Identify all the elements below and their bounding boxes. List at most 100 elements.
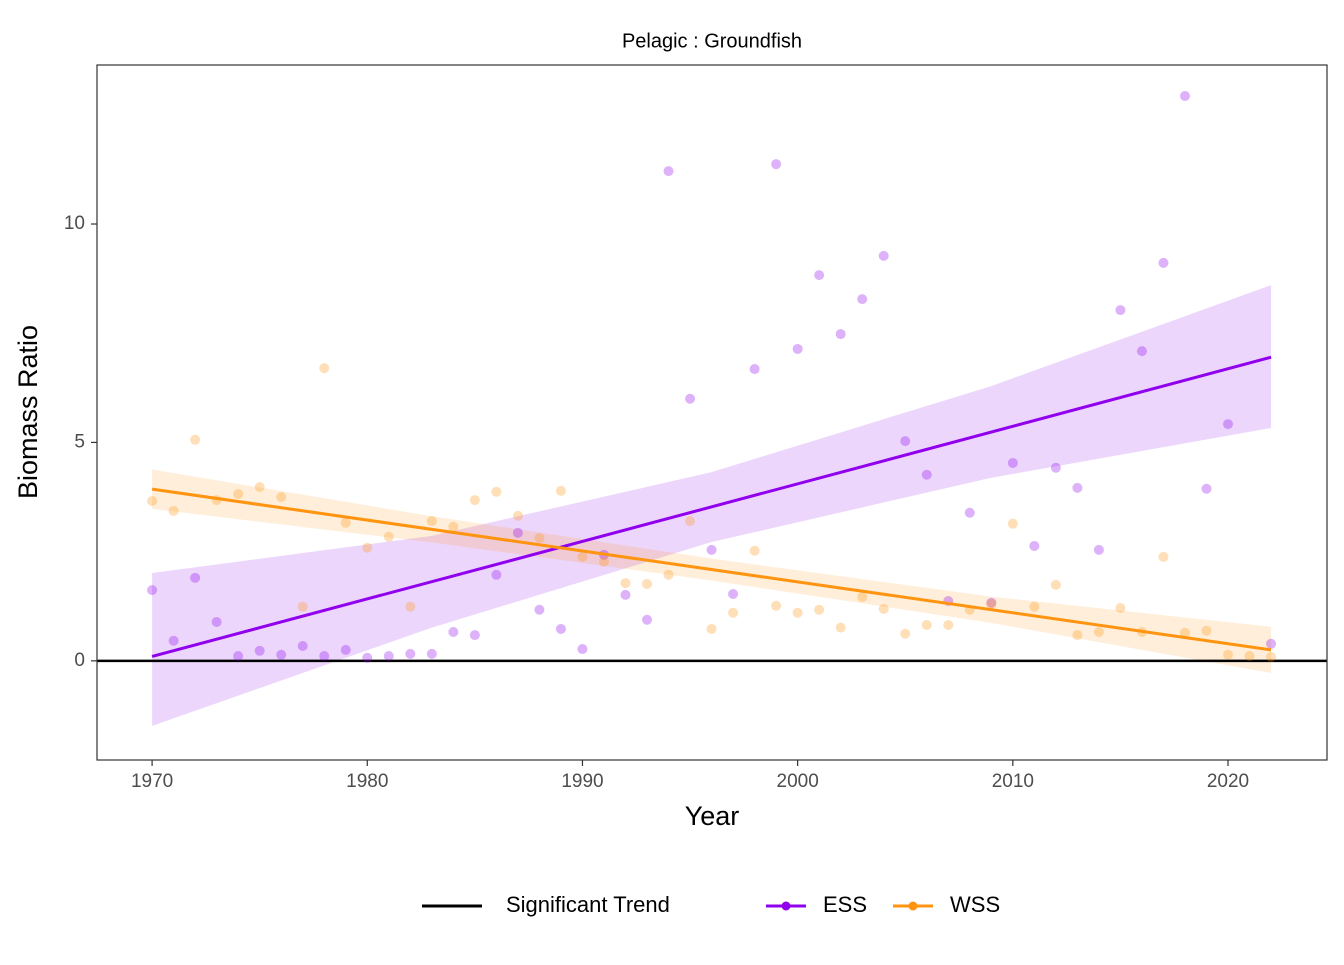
data-point bbox=[555, 485, 566, 496]
data-point bbox=[1029, 601, 1040, 612]
confidence-band bbox=[152, 469, 1272, 674]
data-point bbox=[814, 270, 825, 281]
data-point bbox=[383, 651, 394, 662]
data-point bbox=[211, 616, 222, 627]
data-point bbox=[900, 436, 911, 447]
data-point bbox=[426, 516, 437, 527]
data-point bbox=[857, 592, 868, 603]
x-tick-label: 2000 bbox=[777, 771, 819, 792]
data-point bbox=[254, 645, 265, 656]
data-point bbox=[685, 516, 696, 527]
data-point bbox=[297, 640, 308, 651]
x-axis-label: Year bbox=[685, 801, 740, 831]
data-point bbox=[878, 603, 889, 614]
data-point bbox=[168, 506, 179, 517]
data-point bbox=[577, 551, 588, 562]
data-point bbox=[771, 600, 782, 611]
data-point bbox=[943, 620, 954, 631]
data-point bbox=[297, 601, 308, 612]
data-point bbox=[1007, 518, 1018, 529]
data-point bbox=[1244, 651, 1255, 662]
data-point bbox=[233, 651, 244, 662]
data-point bbox=[1115, 602, 1126, 613]
y-tick-label: 0 bbox=[74, 650, 85, 671]
trend-line bbox=[151, 487, 1272, 652]
data-point bbox=[1136, 346, 1147, 357]
data-point bbox=[964, 507, 975, 518]
data-point bbox=[168, 635, 179, 646]
data-point bbox=[577, 644, 588, 655]
legend-label: Significant Trend bbox=[506, 892, 670, 917]
data-point bbox=[663, 569, 674, 580]
data-point bbox=[1050, 462, 1061, 473]
data-point bbox=[792, 343, 803, 354]
data-point bbox=[448, 627, 459, 638]
legend-label: WSS bbox=[950, 892, 1000, 917]
data-point bbox=[534, 604, 545, 615]
data-point bbox=[771, 159, 782, 170]
data-point bbox=[1072, 482, 1083, 493]
data-point bbox=[190, 572, 201, 583]
chart-title: Pelagic : Groundfish bbox=[622, 30, 802, 52]
data-point bbox=[276, 649, 287, 660]
data-point bbox=[1115, 305, 1126, 316]
data-point bbox=[319, 363, 330, 374]
data-point bbox=[1029, 540, 1040, 551]
data-point bbox=[1007, 457, 1018, 468]
data-point bbox=[362, 542, 373, 553]
data-point bbox=[362, 652, 373, 663]
data-point bbox=[1093, 627, 1104, 638]
data-point bbox=[1223, 419, 1234, 430]
data-point bbox=[663, 166, 674, 177]
y-axis-label: Biomass Ratio bbox=[13, 325, 43, 499]
data-point bbox=[190, 434, 201, 445]
data-point bbox=[749, 545, 760, 556]
data-point bbox=[448, 521, 459, 532]
data-point bbox=[598, 556, 609, 567]
y-tick-label: 10 bbox=[64, 213, 85, 234]
data-point bbox=[512, 510, 523, 521]
data-point bbox=[1266, 651, 1277, 662]
data-point bbox=[857, 294, 868, 305]
data-point bbox=[405, 648, 416, 659]
data-point bbox=[835, 622, 846, 633]
data-point bbox=[512, 527, 523, 538]
data-point bbox=[1072, 630, 1083, 641]
y-tick-label: 5 bbox=[74, 431, 85, 452]
x-tick-label: 1970 bbox=[131, 771, 173, 792]
x-tick-label: 2010 bbox=[992, 771, 1034, 792]
data-point bbox=[491, 486, 502, 497]
data-point bbox=[1266, 638, 1277, 649]
legend-dot bbox=[908, 901, 918, 911]
data-point bbox=[835, 329, 846, 340]
x-tick-label: 2020 bbox=[1207, 771, 1249, 792]
data-point bbox=[340, 644, 351, 655]
data-point bbox=[900, 628, 911, 639]
data-point bbox=[685, 393, 696, 404]
legend-dot bbox=[781, 901, 791, 911]
data-point bbox=[1201, 625, 1212, 636]
data-point bbox=[642, 578, 653, 589]
data-point bbox=[706, 623, 717, 634]
x-tick-label: 1990 bbox=[561, 771, 603, 792]
data-point bbox=[1201, 483, 1212, 494]
data-point bbox=[426, 648, 437, 659]
data-point bbox=[276, 492, 287, 503]
data-point bbox=[921, 469, 932, 480]
data-point bbox=[728, 589, 739, 600]
data-point bbox=[469, 630, 480, 641]
data-point bbox=[254, 481, 265, 492]
data-point bbox=[921, 620, 932, 631]
data-point bbox=[147, 585, 158, 596]
data-point bbox=[383, 531, 394, 542]
data-point bbox=[340, 517, 351, 528]
plot-area bbox=[97, 91, 1327, 726]
data-point bbox=[1158, 551, 1169, 562]
plot-border bbox=[96, 64, 1328, 761]
data-point bbox=[1179, 91, 1190, 102]
data-point bbox=[642, 614, 653, 625]
data-point bbox=[620, 589, 631, 600]
data-point bbox=[814, 604, 825, 615]
data-point bbox=[1093, 544, 1104, 555]
